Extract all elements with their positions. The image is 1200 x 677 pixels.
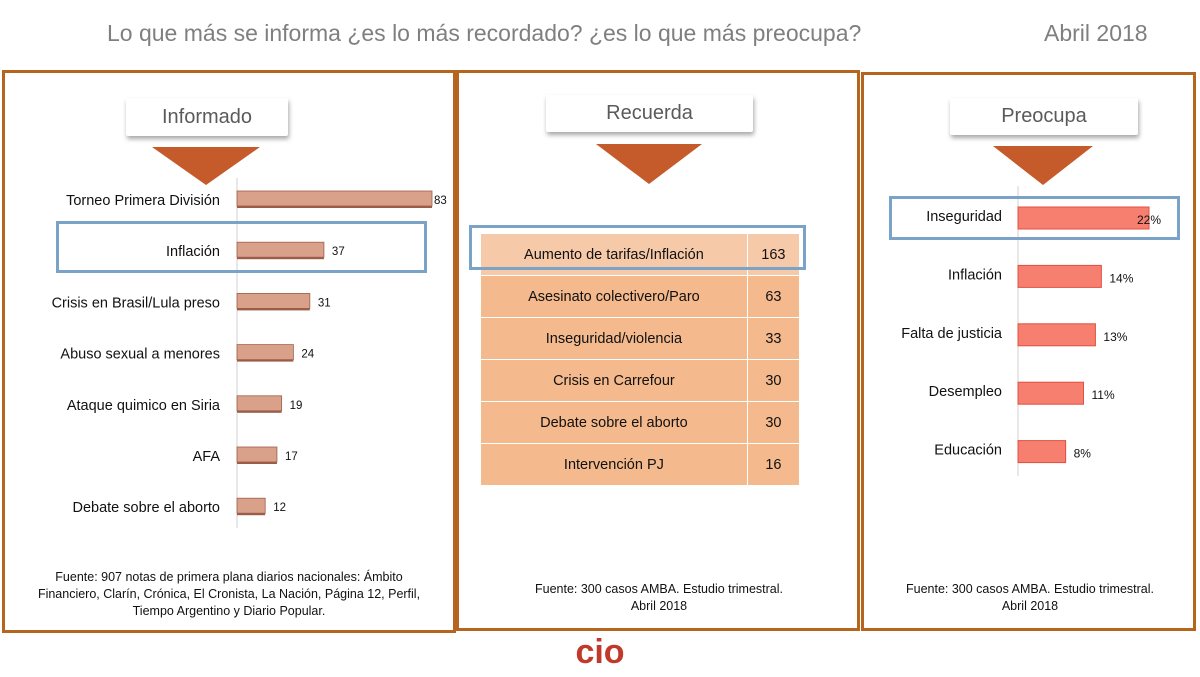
informado-bar-chart: Torneo Primera División 83 Inflación 37 Cris…: [52, 178, 447, 528]
recuerda-table: Aumento de tarifas/Inflación 163 Asesinato…: [480, 233, 801, 486]
bar: [1017, 206, 1150, 230]
preocupa-arrow-icon: [993, 146, 1093, 185]
source-line: Fuente: 300 casos AMBA. Estudio trimestr…: [534, 582, 784, 596]
informado-arrow-icon: [152, 147, 260, 185]
table-row: Crisis en Carrefour 30: [480, 359, 801, 402]
bar: [1017, 264, 1102, 288]
source-line: Financiero, Clarín, Crónica, El Cronista…: [37, 587, 421, 601]
recuerda-arrow-icon: [596, 144, 702, 184]
recuerda-label: Recuerda: [546, 95, 753, 132]
source-line: Fuente: 907 notas de primera plana diari…: [55, 570, 403, 584]
table-cell-name: Inseguridad/violencia: [480, 317, 748, 360]
table-cell-name: Intervención PJ: [480, 443, 748, 486]
category-label: Abuso sexual a menores: [60, 347, 220, 363]
informado-source: Fuente: 907 notas de primera plana diari…: [14, 569, 444, 620]
bar: [236, 190, 433, 207]
bar-group: Abuso sexual a menores 24: [60, 344, 315, 363]
logo-text: cio: [575, 635, 624, 671]
bar-group: Inseguridad 22%: [926, 206, 1161, 230]
category-label: Debate sobre el aborto: [72, 500, 220, 516]
preocupa-label: Preocupa: [950, 98, 1138, 135]
category-label: Desempleo: [929, 384, 1002, 400]
bar-group: Ataque quimico en Siria 19: [67, 395, 303, 414]
bar: [236, 344, 294, 361]
category-label: Educación: [934, 443, 1002, 459]
category-label: Inflación: [948, 267, 1002, 283]
bar-group: Inflación 37: [166, 241, 345, 260]
category-label: Inflación: [166, 244, 220, 260]
recuerda-source: Fuente: 300 casos AMBA. Estudio trimestr…: [466, 581, 852, 615]
table-row: Debate sobre el aborto 30: [480, 401, 801, 444]
category-label: Torneo Primera División: [66, 193, 220, 209]
bar: [236, 446, 278, 463]
value-label: 22%: [1137, 213, 1161, 227]
table-cell-name: Asesinato colectivero/Paro: [480, 275, 748, 318]
page-title: Lo que más se informa ¿es lo más recorda…: [107, 20, 862, 46]
value-label: 37: [332, 246, 345, 258]
table-cell-value: 30: [746, 359, 801, 402]
recuerda-highlight-box: [469, 225, 806, 270]
value-label: 11%: [1092, 388, 1115, 402]
informado-highlight-box: [56, 221, 427, 273]
category-label: AFA: [193, 449, 221, 465]
panel-preocupa: [861, 72, 1196, 631]
category-label: Inseguridad: [926, 209, 1002, 225]
value-label: 24: [301, 349, 314, 361]
value-label: 13%: [1103, 330, 1127, 344]
preocupa-bar-chart: Inseguridad 22% Inflación 14% Falta de justi…: [901, 186, 1161, 476]
category-label: Falta de justicia: [901, 326, 1003, 342]
table-row: Asesinato colectivero/Paro 63: [480, 275, 801, 318]
bar-group: Falta de justicia 13%: [901, 323, 1128, 347]
value-label: 19: [290, 400, 303, 412]
informado-label: Informado: [126, 98, 288, 136]
bar-group: Torneo Primera División 83: [66, 190, 447, 209]
table-row: Intervención PJ 16: [480, 443, 801, 486]
source-line: Abril 2018: [630, 599, 688, 613]
bar-group: Inflación 14%: [948, 264, 1134, 288]
panel-recuerda: [456, 70, 860, 631]
source-line: Abril 2018: [1001, 599, 1059, 613]
panel-informado: [2, 70, 456, 633]
value-label: 31: [318, 297, 331, 309]
table-cell-name: Crisis en Carrefour: [480, 359, 748, 402]
value-label: 83: [434, 195, 447, 207]
value-label: 17: [285, 451, 298, 463]
bar: [236, 395, 283, 412]
value-label: 14%: [1109, 271, 1133, 285]
bar: [236, 241, 325, 258]
report-date: Abril 2018: [1044, 20, 1148, 46]
category-label: Crisis en Brasil/Lula preso: [52, 295, 220, 311]
bar-group: Desempleo 11%: [929, 381, 1115, 405]
value-label: 8%: [1074, 447, 1092, 461]
table-cell-name: Debate sobre el aborto: [480, 401, 748, 444]
bar: [236, 292, 311, 309]
bar-group: AFA 17: [193, 446, 298, 465]
table-row: Inseguridad/violencia 33: [480, 317, 801, 360]
bar-group: Crisis en Brasil/Lula preso 31: [52, 292, 331, 311]
table-cell-value: 16: [746, 443, 801, 486]
preocupa-source: Fuente: 300 casos AMBA. Estudio trimestr…: [870, 581, 1190, 615]
cio-logo: cio: [575, 635, 624, 671]
table-cell-value: 63: [746, 275, 801, 318]
preocupa-highlight-box: [889, 196, 1180, 240]
bar-group: Debate sobre el aborto 12: [72, 497, 286, 516]
table-cell-value: 33: [746, 317, 801, 360]
value-label: 12: [273, 502, 286, 514]
table-cell-value: 30: [746, 401, 801, 444]
bar-group: Educación 8%: [934, 440, 1092, 464]
bar: [1017, 440, 1067, 464]
source-line: Tiempo Argentino y Diario Popular.: [132, 604, 326, 618]
bar: [1017, 323, 1096, 347]
bar: [236, 497, 266, 514]
source-line: Fuente: 300 casos AMBA. Estudio trimestr…: [905, 582, 1155, 596]
category-label: Ataque quimico en Siria: [67, 398, 221, 414]
bar: [1017, 381, 1084, 405]
